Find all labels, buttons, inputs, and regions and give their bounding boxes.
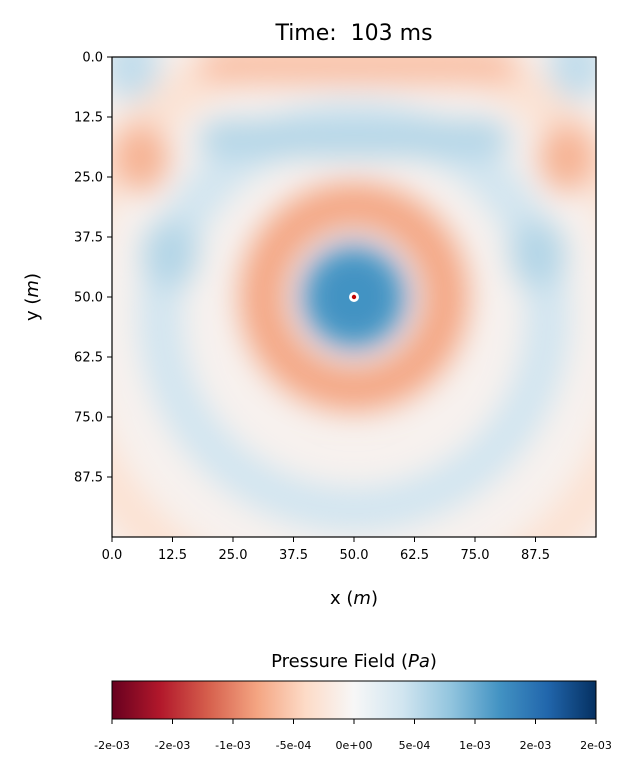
field-blob — [112, 57, 160, 101]
colorbar-ticks: -2e-03 -2e-03 -1e-03 -5e-04 0e+00 5e-04 1e-03 2… — [94, 719, 612, 752]
x-tick-label: 0.0 — [102, 548, 123, 563]
x-tick-label: 50.0 — [340, 548, 369, 563]
colorbar-tick-label: -1e-03 — [215, 739, 251, 752]
x-tick-label: 62.5 — [400, 548, 429, 563]
x-tick-label: 25.0 — [219, 548, 248, 563]
y-tick-label: 25.0 — [74, 171, 103, 186]
x-axis-ticks: 0.0 12.5 25.0 37.5 50.0 62.5 75.0 87.5 — [102, 537, 550, 563]
field-blob — [113, 123, 170, 192]
colorbar-tick-label: 1e-03 — [459, 739, 491, 752]
colorbar-tick-label: 2e-03 — [520, 739, 552, 752]
pressure-field-heatmap — [112, 57, 596, 537]
y-tick-label: 12.5 — [74, 111, 103, 126]
y-tick-label: 62.5 — [74, 351, 103, 366]
field-blob — [142, 219, 199, 288]
colorbar-tick-label: -2e-03 — [155, 739, 191, 752]
y-tick-label: 0.0 — [82, 51, 103, 66]
x-tick-label: 37.5 — [279, 548, 308, 563]
y-tick-label: 87.5 — [74, 471, 103, 486]
colorbar-tick-label: 0e+00 — [336, 739, 373, 752]
y-axis-label: y (m) — [22, 273, 43, 321]
y-tick-label: 37.5 — [74, 231, 103, 246]
field-band — [199, 120, 509, 157]
colorbar-tick-label: 5e-04 — [399, 739, 431, 752]
chart-title: Time: 103 ms — [274, 21, 432, 46]
field-blob — [538, 123, 595, 192]
colorbar-tick-label: -5e-04 — [276, 739, 312, 752]
field-blob — [548, 57, 596, 101]
colorbar-tick-label: 2e-03 — [580, 739, 612, 752]
x-tick-label: 75.0 — [461, 548, 490, 563]
colorbar-label: Pressure Field (Pa) — [271, 651, 437, 672]
y-axis-ticks: 0.0 12.5 25.0 37.5 50.0 62.5 75.0 87.5 — [74, 51, 112, 486]
x-axis-label: x (m) — [330, 588, 378, 609]
x-tick-label: 12.5 — [158, 548, 187, 563]
x-tick-label: 87.5 — [521, 548, 550, 563]
field-band — [199, 57, 519, 85]
colorbar-tick-label: -2e-03 — [94, 739, 130, 752]
field-blob — [509, 219, 566, 288]
colorbar — [111, 680, 597, 720]
field-ring — [240, 183, 468, 411]
source-point — [349, 292, 359, 302]
y-tick-label: 75.0 — [74, 411, 103, 426]
y-tick-label: 50.0 — [74, 291, 103, 306]
